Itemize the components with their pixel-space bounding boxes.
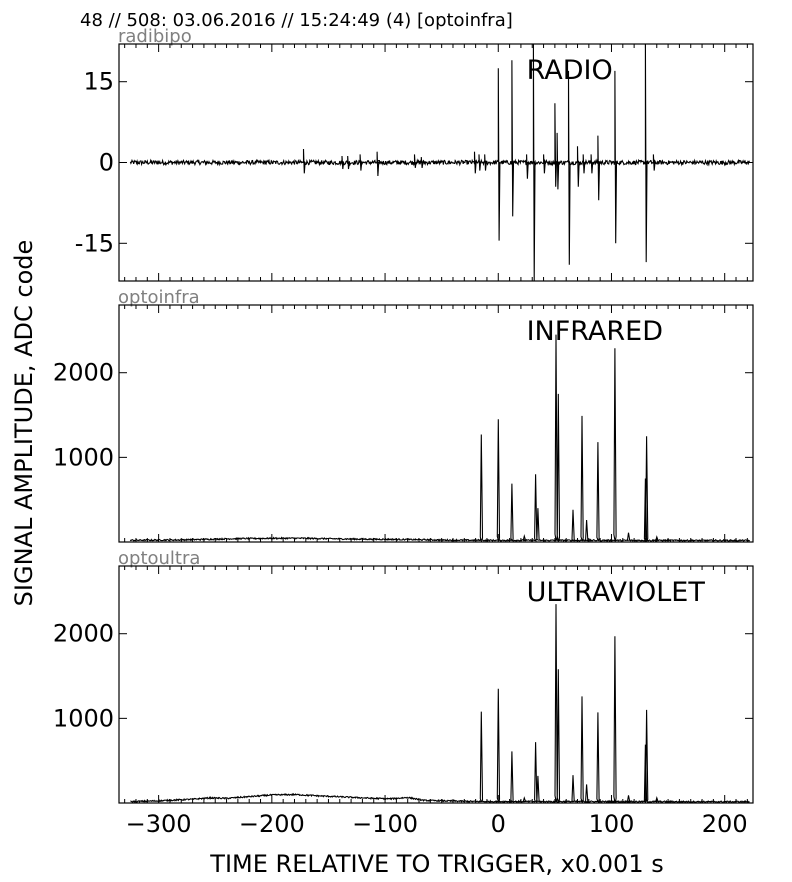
x-axis-label: TIME RELATIVE TO TRIGGER, x0.001 s (209, 850, 663, 878)
channel-tag: radibipo (118, 26, 192, 47)
channel-tag: optoultra (118, 548, 200, 569)
y-tick-label: 1000 (53, 704, 114, 732)
channel-tag: optoinfra (118, 287, 200, 308)
panel-label: ULTRAVIOLET (527, 577, 706, 608)
ultraviolet-panel: optoultra ULTRAVIOLET −300 −200 −100 0 100 200 1… (53, 548, 754, 838)
plot-frame (118, 565, 754, 804)
signal-trace (129, 44, 750, 281)
infrared-panel: optoinfra INFRARED 1000 2000 (53, 287, 754, 543)
panel-label: RADIO (527, 55, 613, 86)
y-tick-label: -15 (75, 229, 114, 257)
x-tick-label: −200 (239, 810, 305, 838)
x-tick-label: 200 (702, 810, 748, 838)
panel-label: INFRARED (527, 316, 663, 347)
plot-frame (118, 304, 754, 543)
y-tick-label: 15 (83, 68, 114, 96)
signal-trace (130, 604, 750, 803)
y-axis-label: SIGNAL AMPLITUDE, ADC code (10, 240, 38, 607)
x-tick-label: 100 (589, 810, 635, 838)
x-tick-label: −100 (352, 810, 418, 838)
x-tick-label: −300 (126, 810, 192, 838)
radio-panel: radibipo RADIO -15 0 15 (75, 26, 754, 282)
y-tick-label: 2000 (53, 359, 114, 387)
y-tick-label: 1000 (53, 443, 114, 471)
y-tick-label: 2000 (53, 620, 114, 648)
chart-header: 48 // 508: 03.06.2016 // 15:24:49 (4) [o… (80, 10, 513, 31)
x-tick-label: 0 (491, 810, 506, 838)
signal-trace (129, 334, 751, 542)
y-tick-label: 0 (99, 149, 114, 177)
